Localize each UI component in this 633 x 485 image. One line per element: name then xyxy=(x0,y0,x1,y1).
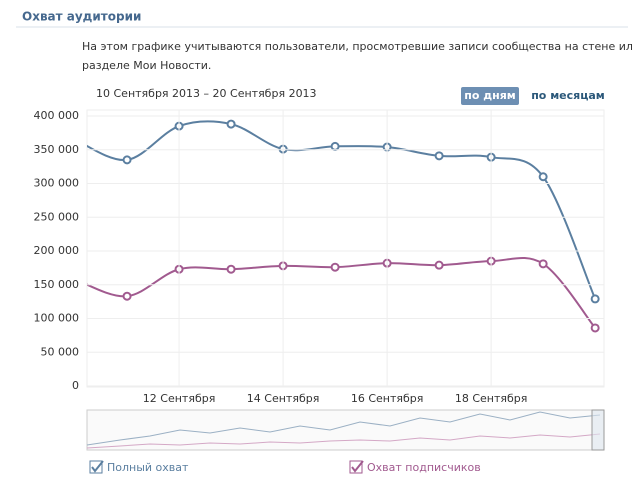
y-tick-label: 200 000 xyxy=(34,244,80,257)
series-line xyxy=(87,120,597,300)
y-tick-label: 400 000 xyxy=(34,109,80,122)
x-tick-label: 14 Сентября xyxy=(247,392,320,405)
navigator-handle[interactable] xyxy=(591,409,605,451)
point xyxy=(434,151,444,161)
by-months-button[interactable]: по месяцам xyxy=(531,89,605,102)
point xyxy=(122,291,132,301)
y-tick-label: 300 000 xyxy=(34,177,80,190)
by-days-button[interactable]: по дням xyxy=(464,89,516,102)
point xyxy=(538,172,548,182)
plot-frame xyxy=(86,109,605,388)
point xyxy=(590,294,600,304)
point xyxy=(122,155,132,165)
x-tick-label: 12 Сентября xyxy=(143,392,216,405)
navigator-line xyxy=(86,433,601,449)
date-range: 10 Сентября 2013 – 20 Сентября 2013 xyxy=(96,87,317,100)
button-bg[interactable] xyxy=(461,87,519,105)
legend-check xyxy=(351,460,364,473)
y-tick-label: 50 000 xyxy=(41,345,80,358)
x-tick-label: 18 Сентября xyxy=(455,392,528,405)
point xyxy=(330,141,340,151)
description: На этом графике учитываются пользователи… xyxy=(82,40,633,53)
y-tick-label: 100 000 xyxy=(34,312,80,325)
x-tick-label: 16 Сентября xyxy=(351,392,424,405)
point xyxy=(226,264,236,274)
legend-label: Полный охват xyxy=(107,461,189,474)
section-title: Охват аудитории xyxy=(22,10,141,24)
y-tick-label: 250 000 xyxy=(34,210,80,223)
legend-label: Охват подписчиков xyxy=(367,461,481,474)
y-tick-label: 0 xyxy=(72,379,79,392)
legend-check xyxy=(91,460,104,473)
y-tick-label: 150 000 xyxy=(34,278,80,291)
navigator-line xyxy=(86,411,601,446)
point xyxy=(590,323,600,333)
navigator[interactable] xyxy=(86,409,605,451)
point xyxy=(226,119,236,129)
point xyxy=(330,262,340,272)
point xyxy=(434,260,444,270)
y-tick-label: 350 000 xyxy=(34,143,80,156)
description: разделе Мои Новости. xyxy=(82,59,211,72)
legend-checkbox[interactable] xyxy=(349,460,363,474)
point xyxy=(538,259,548,269)
